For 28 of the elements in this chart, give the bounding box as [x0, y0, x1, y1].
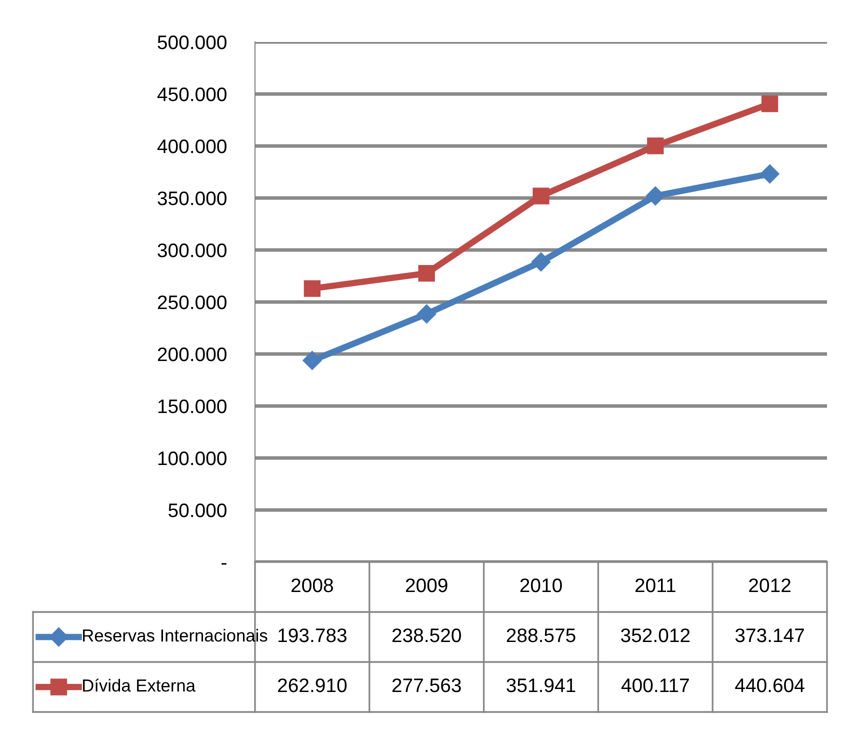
x-tick-label: 2010	[520, 578, 562, 592]
y-tick-label: 250.000	[158, 295, 226, 310]
data-label: 351.941	[506, 678, 576, 692]
x-tick-label: 2009	[406, 578, 448, 592]
data-label: 352.012	[621, 628, 690, 642]
data-label: 288.575	[506, 628, 576, 642]
data-label: 277.563	[392, 678, 461, 692]
data-label: 440.604	[735, 678, 804, 692]
x-tick-label: 2008	[292, 578, 333, 592]
y-tick-label: 100.000	[158, 451, 226, 466]
data-label: 400.117	[621, 678, 689, 692]
data-label: 238.520	[392, 628, 461, 642]
y-tick-label: 50.000	[168, 503, 226, 518]
y-tick-label: -	[222, 563, 226, 565]
y-tick-label: 450.000	[157, 87, 226, 102]
legend-label: Reservas Internacionais	[83, 628, 268, 642]
y-tick-label: 200.000	[158, 347, 226, 362]
data-label: 193.783	[278, 628, 346, 642]
y-tick-label: 300.000	[158, 243, 226, 258]
y-tick-label: 400.000	[157, 139, 226, 154]
y-tick-label: 500.000	[158, 35, 226, 50]
y-tick-label: 350.000	[158, 191, 226, 206]
x-tick-label: 2011	[635, 578, 676, 592]
x-tick-label: 2012	[749, 578, 790, 592]
y-tick-label: 150.000	[158, 399, 226, 414]
legend-label: Dívida Externa	[83, 678, 196, 692]
data-label: 373.147	[735, 628, 804, 642]
data-label: 262.910	[278, 678, 347, 692]
